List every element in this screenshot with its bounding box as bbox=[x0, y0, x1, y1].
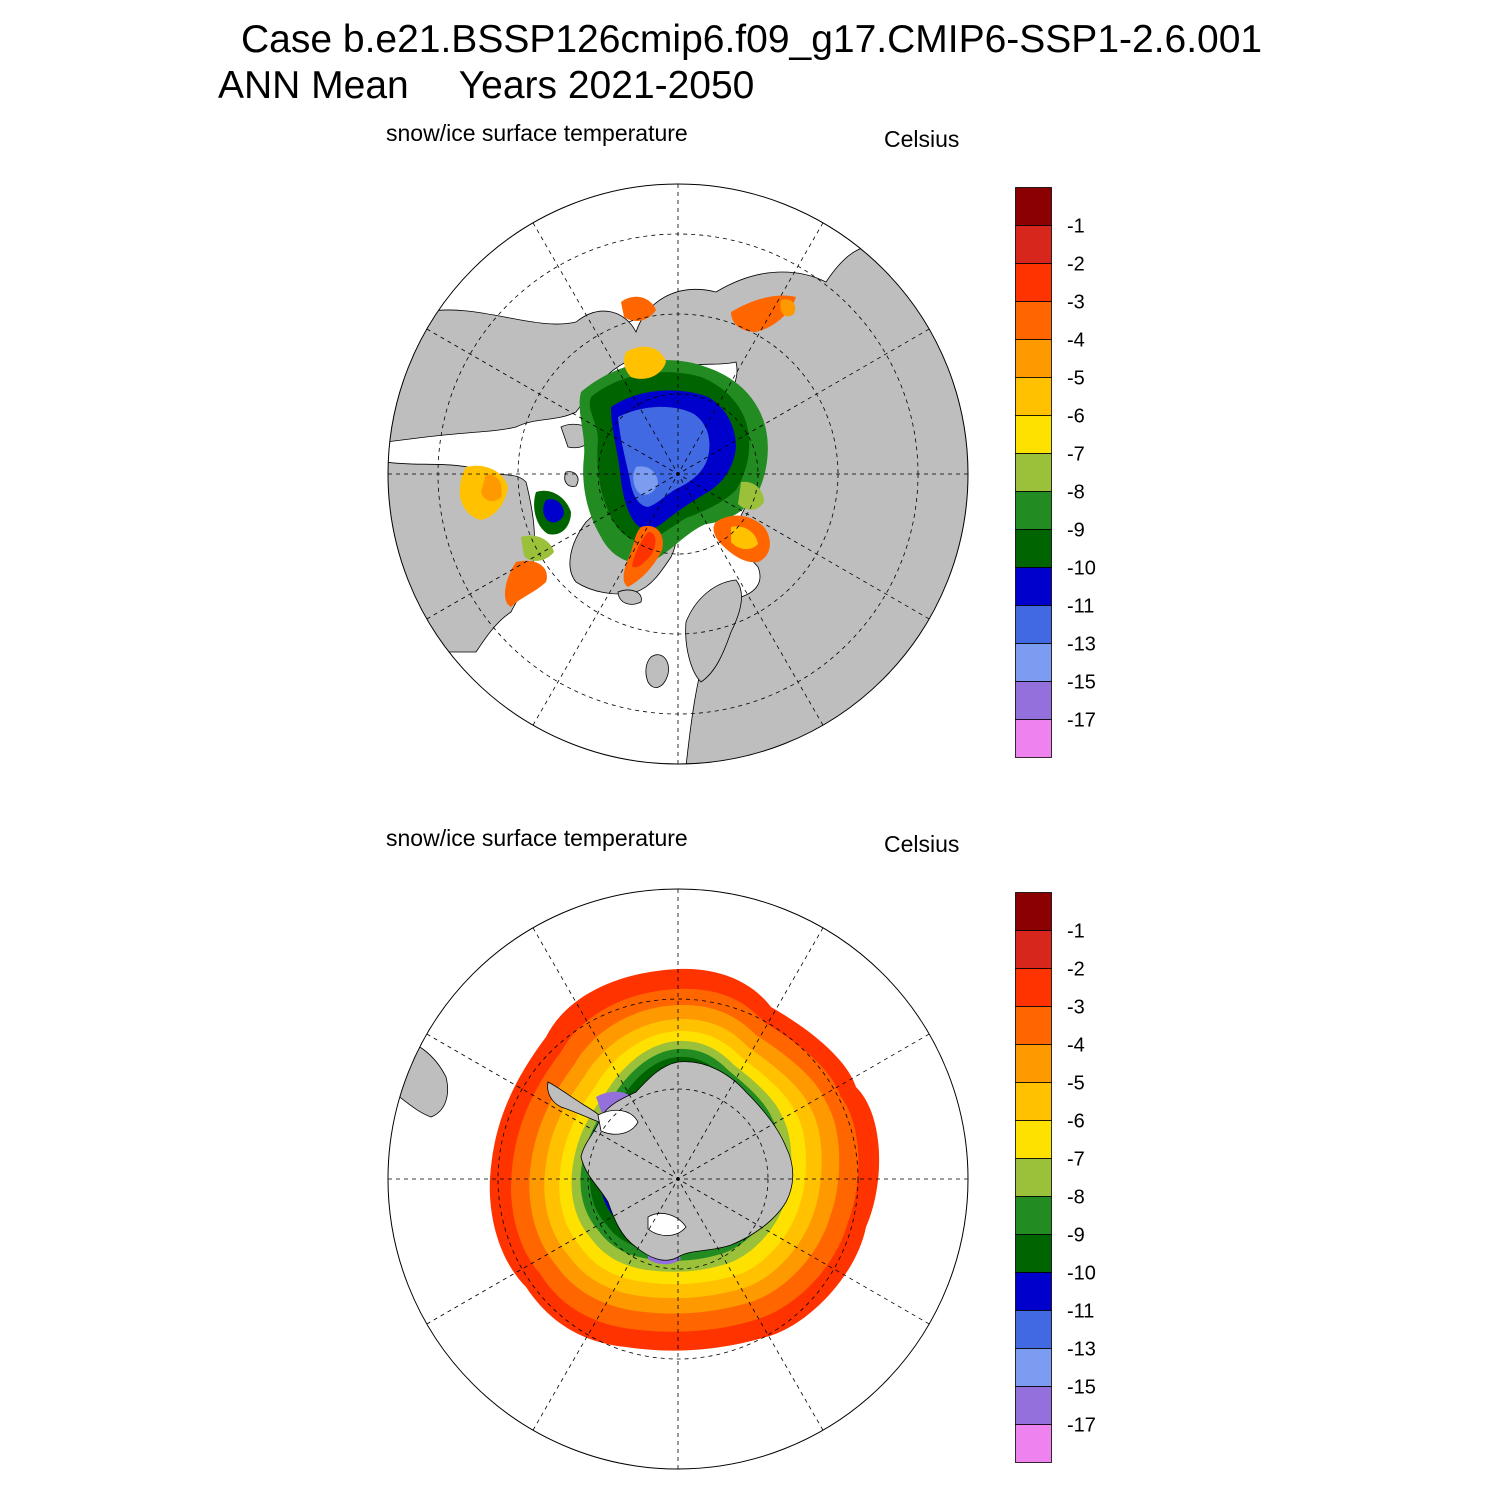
colorbar-box bbox=[1015, 605, 1052, 644]
colorbar-label: -2 bbox=[1067, 959, 1085, 981]
colorbar-label: -7 bbox=[1067, 1149, 1085, 1171]
south-variable-title: snow/ice surface temperature bbox=[386, 825, 688, 851]
colorbar-label: -9 bbox=[1067, 520, 1085, 542]
colorbar-box bbox=[1015, 1006, 1052, 1045]
colorbar-box bbox=[1015, 1386, 1052, 1425]
season-label: ANN Mean bbox=[218, 64, 409, 107]
colorbar-box bbox=[1015, 415, 1052, 454]
colorbar-label: -10 bbox=[1067, 1263, 1096, 1285]
colorbar-label: -11 bbox=[1067, 596, 1094, 618]
colorbar-box bbox=[1015, 930, 1052, 969]
north-polar-map bbox=[387, 183, 969, 765]
colorbar-label: -1 bbox=[1067, 921, 1085, 943]
north-units-label: Celsius bbox=[884, 126, 960, 152]
south-units-label: Celsius bbox=[884, 831, 960, 857]
colorbar-box bbox=[1015, 225, 1052, 264]
colorbar-box bbox=[1015, 377, 1052, 416]
north-colorbar: -1 -2 -3 -4 -5 -6 -7 -8 -9 -10 -11 -13 -15 -17 bbox=[1015, 187, 1096, 758]
colorbar-box bbox=[1015, 719, 1052, 758]
colorbar-box bbox=[1015, 1348, 1052, 1387]
colorbar-box bbox=[1015, 339, 1052, 378]
colorbar-box bbox=[1015, 529, 1052, 568]
colorbar-label: -4 bbox=[1067, 1035, 1085, 1057]
case-title: Case b.e21.BSSP126cmip6.f09_g17.CMIP6-SS… bbox=[241, 18, 1263, 61]
colorbar-label: -6 bbox=[1067, 406, 1085, 428]
colorbar-label: -13 bbox=[1067, 634, 1096, 656]
period-title: ANN Mean Years 2021-2050 bbox=[218, 64, 754, 108]
colorbar-label: -15 bbox=[1067, 1377, 1096, 1399]
colorbar-box bbox=[1015, 1310, 1052, 1349]
colorbar-box bbox=[1015, 1158, 1052, 1197]
colorbar-box bbox=[1015, 1196, 1052, 1235]
north-variable-title: snow/ice surface temperature bbox=[386, 120, 688, 146]
colorbar-box bbox=[1015, 1424, 1052, 1463]
colorbar-box bbox=[1015, 187, 1052, 226]
colorbar-label: -5 bbox=[1067, 1073, 1085, 1095]
colorbar-label: -13 bbox=[1067, 1339, 1096, 1361]
colorbar-label: -17 bbox=[1067, 710, 1096, 732]
colorbar-label: -9 bbox=[1067, 1225, 1085, 1247]
north-graticule bbox=[388, 184, 968, 764]
colorbar-label: -2 bbox=[1067, 254, 1085, 276]
colorbar-box bbox=[1015, 1234, 1052, 1273]
colorbar-box bbox=[1015, 681, 1052, 720]
colorbar-box bbox=[1015, 453, 1052, 492]
colorbar-label: -11 bbox=[1067, 1301, 1094, 1323]
colorbar-box bbox=[1015, 301, 1052, 340]
colorbar-label: -15 bbox=[1067, 672, 1096, 694]
colorbar-label: -7 bbox=[1067, 444, 1085, 466]
north-sea-ice bbox=[459, 295, 796, 607]
colorbar-box bbox=[1015, 567, 1052, 606]
years-label: Years 2021-2050 bbox=[458, 64, 755, 107]
south-colorbar: -1 -2 -3 -4 -5 -6 -7 -8 -9 -10 -11 -13 -15 -17 bbox=[1015, 892, 1096, 1463]
colorbar-label: -6 bbox=[1067, 1111, 1085, 1133]
south-polar-map bbox=[387, 888, 969, 1470]
colorbar-box bbox=[1015, 1120, 1052, 1159]
colorbar-box bbox=[1015, 1082, 1052, 1121]
colorbar-label: -3 bbox=[1067, 997, 1085, 1019]
colorbar-box bbox=[1015, 892, 1052, 931]
colorbar-box bbox=[1015, 263, 1052, 302]
colorbar-label: -10 bbox=[1067, 558, 1096, 580]
colorbar-label: -5 bbox=[1067, 368, 1085, 390]
colorbar-box bbox=[1015, 1044, 1052, 1083]
colorbar-label: -3 bbox=[1067, 292, 1085, 314]
colorbar-box bbox=[1015, 968, 1052, 1007]
colorbar-box bbox=[1015, 643, 1052, 682]
colorbar-label: -17 bbox=[1067, 1415, 1096, 1437]
colorbar-label: -1 bbox=[1067, 216, 1085, 238]
colorbar-label: -4 bbox=[1067, 330, 1085, 352]
south-graticule bbox=[388, 889, 968, 1469]
colorbar-box bbox=[1015, 1272, 1052, 1311]
colorbar-label: -8 bbox=[1067, 1187, 1085, 1209]
south-land bbox=[388, 1036, 794, 1261]
colorbar-label: -8 bbox=[1067, 482, 1085, 504]
colorbar-box bbox=[1015, 491, 1052, 530]
